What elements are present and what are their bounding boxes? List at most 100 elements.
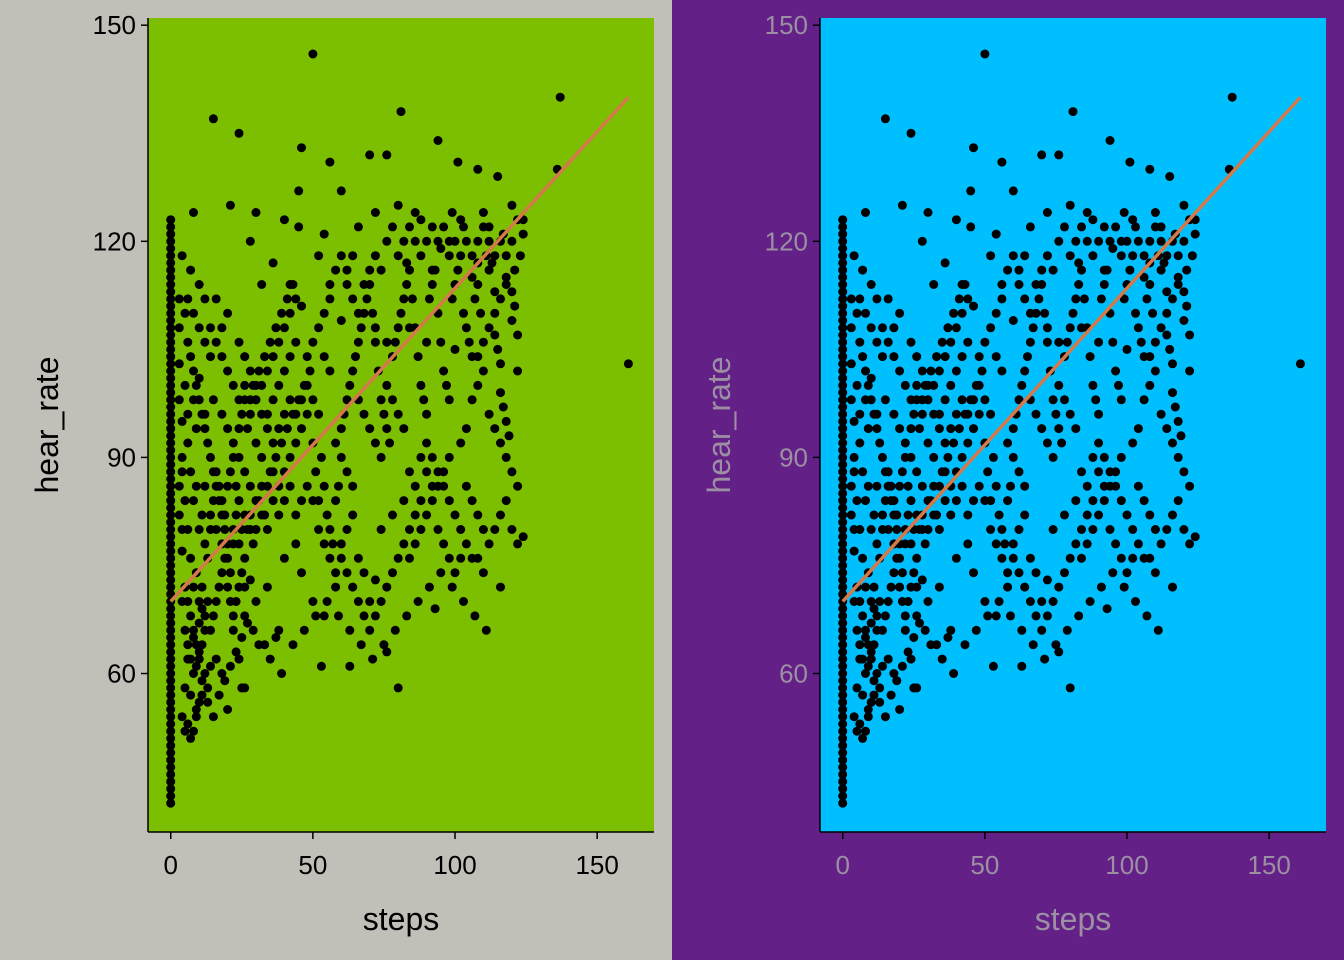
data-point	[838, 604, 848, 614]
data-point	[473, 510, 483, 520]
data-point	[245, 575, 255, 585]
data-point	[863, 481, 873, 491]
data-point	[838, 798, 848, 808]
data-point	[872, 625, 882, 635]
chart-panel-right: 60 90 120 150 0 50 100 150 steps hear_rate	[672, 0, 1344, 960]
data-point	[396, 107, 406, 117]
data-point	[444, 395, 454, 405]
data-point	[917, 366, 927, 376]
data-point	[217, 352, 227, 362]
data-point	[368, 654, 378, 664]
data-point	[496, 359, 505, 369]
data-point	[166, 625, 176, 635]
data-point	[166, 359, 176, 369]
data-point	[852, 308, 862, 318]
data-point	[838, 690, 848, 700]
data-point	[166, 661, 176, 671]
data-point	[1085, 597, 1095, 606]
data-point	[447, 294, 457, 304]
data-point	[889, 323, 899, 333]
data-point	[240, 582, 250, 592]
data-point	[174, 510, 184, 520]
data-point	[393, 323, 403, 333]
data-point	[1185, 481, 1195, 491]
data-point	[461, 236, 471, 246]
data-point	[314, 251, 324, 261]
data-point	[382, 647, 392, 657]
data-point	[1042, 575, 1052, 585]
data-point	[206, 510, 215, 520]
data-point	[838, 373, 848, 383]
data-point	[1077, 553, 1086, 563]
data-point	[194, 525, 204, 534]
data-point	[288, 640, 298, 650]
data-point	[1145, 164, 1155, 174]
data-point	[1020, 251, 1030, 261]
data-point	[478, 337, 488, 347]
data-point	[869, 582, 879, 592]
data-point	[838, 575, 848, 585]
data-point	[838, 474, 848, 484]
data-point	[265, 337, 275, 347]
data-point	[1128, 553, 1138, 563]
data-point	[501, 251, 511, 261]
data-point	[336, 452, 346, 462]
data-point	[336, 553, 346, 563]
data-point	[166, 633, 176, 642]
data-point	[166, 784, 176, 794]
data-point	[951, 366, 961, 376]
data-point	[1065, 251, 1075, 261]
data-point	[1071, 539, 1081, 549]
data-point	[208, 611, 218, 621]
data-point	[895, 705, 905, 714]
data-point	[934, 424, 944, 434]
data-point	[262, 582, 272, 592]
data-point	[866, 323, 876, 333]
data-point	[957, 395, 967, 405]
data-point	[211, 597, 221, 606]
data-point	[410, 236, 420, 246]
data-point	[951, 323, 961, 333]
data-point	[1054, 424, 1064, 434]
data-point	[838, 481, 848, 491]
data-point	[946, 424, 956, 434]
data-point	[875, 438, 885, 448]
data-point	[166, 424, 176, 434]
data-point	[1145, 236, 1155, 246]
data-point	[370, 611, 380, 621]
data-point	[180, 683, 190, 693]
data-point	[166, 618, 176, 628]
data-point	[892, 525, 902, 534]
data-point	[197, 690, 207, 700]
data-point	[370, 208, 380, 217]
data-point	[194, 280, 204, 289]
data-point	[166, 474, 176, 484]
data-point	[852, 683, 862, 693]
data-point	[257, 452, 267, 462]
data-point	[966, 186, 976, 196]
data-point	[257, 510, 267, 520]
data-point	[878, 452, 887, 462]
data-point	[211, 337, 221, 347]
data-point	[1008, 452, 1018, 462]
fit-line	[841, 96, 1302, 603]
data-point	[966, 222, 976, 232]
data-point	[1176, 431, 1186, 441]
data-point	[1173, 496, 1183, 506]
data-point	[399, 539, 409, 549]
data-point	[858, 553, 868, 563]
data-point	[838, 669, 848, 678]
data-point	[279, 366, 289, 376]
data-point	[963, 409, 973, 419]
data-point	[838, 791, 848, 801]
data-point	[1062, 625, 1072, 635]
data-point	[1065, 553, 1075, 563]
data-point	[166, 539, 176, 549]
data-point	[912, 380, 922, 390]
data-point	[177, 467, 187, 477]
data-point	[869, 604, 879, 614]
data-point	[206, 661, 215, 671]
data-point	[478, 568, 488, 578]
data-point	[969, 424, 978, 434]
data-point	[923, 597, 933, 606]
